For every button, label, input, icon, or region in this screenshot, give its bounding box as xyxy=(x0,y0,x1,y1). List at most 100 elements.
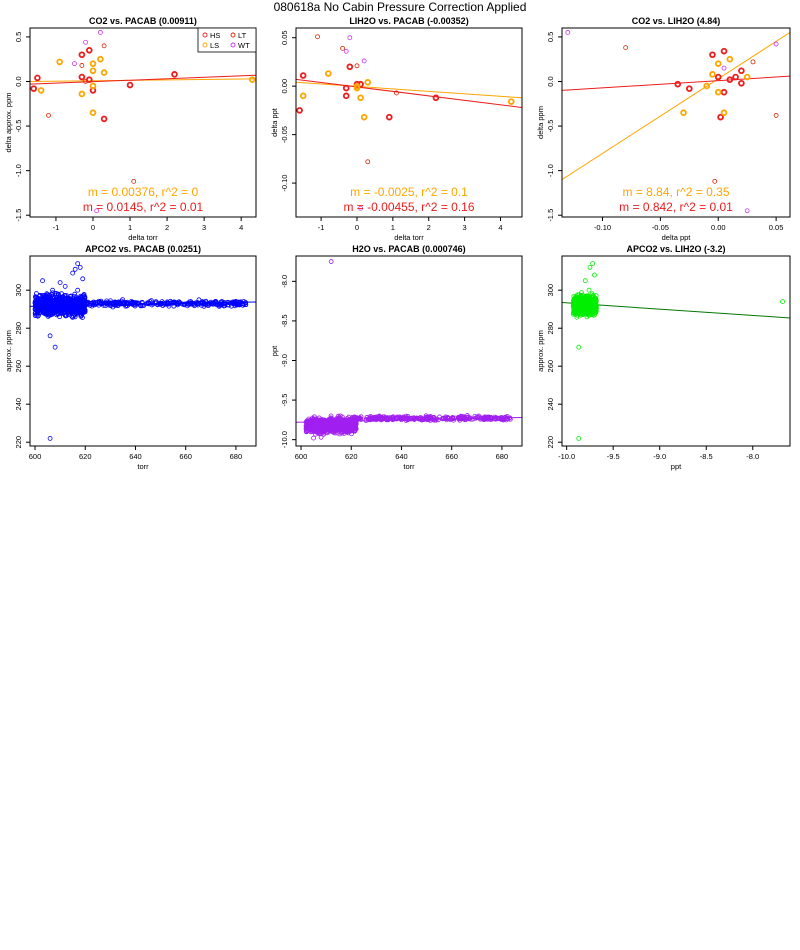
data-point xyxy=(680,109,687,116)
data-point xyxy=(571,294,577,299)
data-point xyxy=(61,300,66,305)
data-point xyxy=(236,301,242,307)
fit-line xyxy=(296,78,522,108)
x-axis-label: delta torr xyxy=(128,233,158,242)
data-point xyxy=(77,295,83,301)
data-point xyxy=(459,416,464,422)
data-point xyxy=(318,422,324,428)
legend: HS LT LS WT xyxy=(197,27,257,53)
data-point xyxy=(363,418,369,423)
data-point xyxy=(162,301,168,307)
y-tick-label: -1.0 xyxy=(546,164,555,177)
data-point xyxy=(582,278,588,284)
data-point xyxy=(90,302,96,307)
x-tick-label: 2 xyxy=(427,223,431,232)
data-point xyxy=(712,178,718,184)
data-point xyxy=(83,39,88,45)
x-tick-label: 640 xyxy=(395,452,408,461)
x-tick-label: 620 xyxy=(345,452,358,461)
y-tick-label: 0.05 xyxy=(280,30,289,45)
plot-frame xyxy=(561,255,791,447)
data-point xyxy=(98,298,104,304)
data-point xyxy=(126,81,134,89)
data-point xyxy=(465,414,471,420)
data-point xyxy=(134,301,140,307)
data-point xyxy=(674,80,682,88)
data-point xyxy=(40,278,45,284)
data-point xyxy=(361,58,367,64)
y-tick-label: 260 xyxy=(546,360,555,373)
y-tick-label: -8.0 xyxy=(280,275,289,288)
data-point xyxy=(146,301,152,307)
data-point xyxy=(507,416,513,422)
data-point xyxy=(78,73,86,81)
chart-panel-1: CO2 vs. PACAB (0.00911) -1 0 1 2 3 4 0.5 0.0 -0.5… xyxy=(4,16,257,242)
data-point xyxy=(46,112,51,118)
data-point xyxy=(89,60,97,67)
series-wt xyxy=(565,30,779,214)
data-point xyxy=(445,416,451,421)
data-point xyxy=(507,415,512,421)
data-point xyxy=(593,297,598,303)
data-point xyxy=(329,418,335,424)
data-point xyxy=(82,295,88,301)
data-point xyxy=(243,302,249,308)
data-point xyxy=(403,415,409,421)
x-tick-label: 0.00 xyxy=(711,223,726,232)
data-point xyxy=(305,422,311,427)
y-tick-label: -9.0 xyxy=(280,354,289,367)
data-point xyxy=(576,435,582,441)
y-tick-label: 300 xyxy=(546,284,555,297)
data-point xyxy=(49,292,55,297)
x-tick-label: -9.5 xyxy=(607,452,620,461)
legend-label: HS xyxy=(210,31,220,40)
data-point xyxy=(342,84,350,92)
data-point xyxy=(54,307,60,313)
data-point xyxy=(47,435,53,441)
x-tick-label: 0 xyxy=(355,223,359,232)
data-point xyxy=(353,82,361,90)
data-point xyxy=(456,415,461,421)
data-point xyxy=(339,414,345,420)
data-point xyxy=(45,292,51,298)
y-tick-label: -1.0 xyxy=(14,164,23,177)
data-point xyxy=(586,287,592,293)
y-tick-label: -0.05 xyxy=(280,126,289,143)
data-point xyxy=(203,301,209,307)
data-point xyxy=(60,294,66,300)
data-point xyxy=(466,416,472,421)
y-tick-label: 0.5 xyxy=(14,32,23,42)
y-tick-label: -0.10 xyxy=(280,175,289,192)
y-tick-label: 240 xyxy=(546,398,555,411)
fit-annotation: m = 8.84, r^2 = 0.35 xyxy=(622,185,729,199)
y-tick-label: -9.5 xyxy=(280,394,289,407)
y-tick-label: 220 xyxy=(546,436,555,449)
data-point xyxy=(426,416,432,421)
data-point xyxy=(565,30,571,35)
y-tick-label: -1.5 xyxy=(14,209,23,222)
data-point xyxy=(394,90,399,96)
data-point xyxy=(80,276,86,282)
data-point xyxy=(63,312,68,318)
x-tick-label: 600 xyxy=(29,452,42,461)
data-point xyxy=(780,299,785,305)
data-point xyxy=(374,416,380,422)
data-point xyxy=(84,301,90,307)
data-point xyxy=(365,159,371,165)
series-wt xyxy=(343,35,367,211)
y-axis-label: approx. ppm xyxy=(536,330,545,372)
series-lt xyxy=(623,45,779,184)
x-tick-label: 3 xyxy=(202,223,206,232)
data-point xyxy=(335,424,340,430)
plot-area xyxy=(30,261,256,441)
data-point xyxy=(423,413,429,419)
data-point xyxy=(726,76,734,84)
chart-panel-4: APCO2 vs. PACAB (0.0251) 600 620 640 660 680 3… xyxy=(4,244,257,471)
data-point xyxy=(358,205,363,211)
data-point xyxy=(120,297,125,302)
data-point xyxy=(574,314,580,320)
data-point xyxy=(353,416,359,421)
data-point xyxy=(714,60,722,67)
y-tick-label: 280 xyxy=(546,322,555,335)
data-point xyxy=(101,43,107,49)
